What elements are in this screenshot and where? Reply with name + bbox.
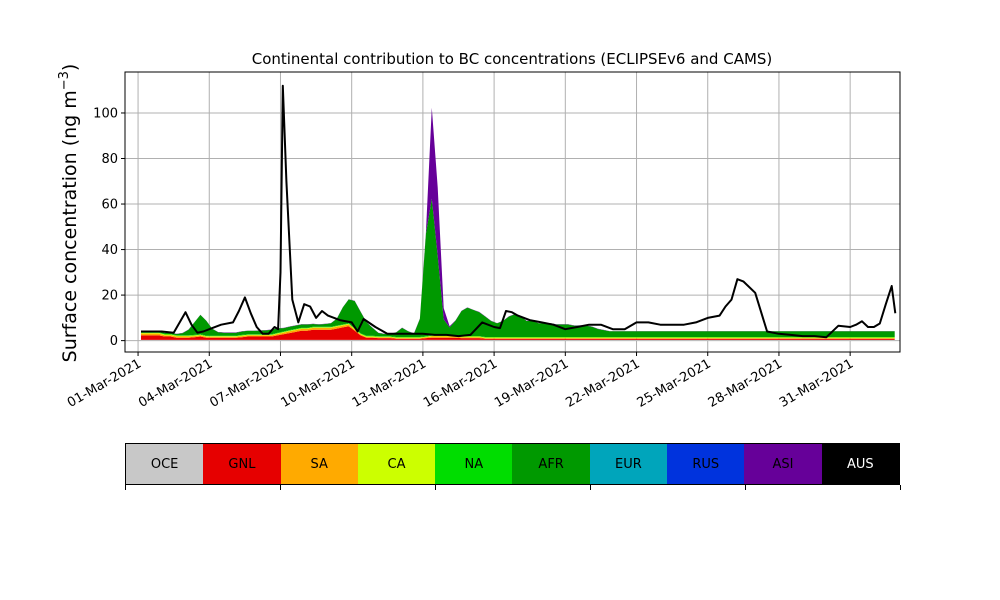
y-axis-label-close: ) — [59, 64, 81, 71]
grid-lines — [125, 72, 900, 352]
y-tick-label: 0 — [110, 334, 118, 349]
colorbar-tick — [280, 485, 281, 490]
area-gnl — [141, 326, 895, 340]
y-tick-label: 60 — [101, 198, 118, 213]
legend-eur: EUR — [589, 444, 668, 484]
colorbar-tick — [590, 485, 591, 490]
colorbar-tick — [745, 485, 746, 490]
total-line — [141, 84, 897, 339]
x-tick-label: 10-Mar-2021 — [279, 356, 358, 410]
y-tick-label: 40 — [101, 243, 118, 258]
x-tick-label: 28-Mar-2021 — [706, 356, 785, 410]
area-oce — [141, 339, 895, 341]
x-tick-label: 19-Mar-2021 — [492, 356, 571, 410]
x-tick-label: 13-Mar-2021 — [350, 356, 429, 410]
legend-afr: AFR — [512, 444, 590, 484]
colorbar-tick — [125, 485, 126, 490]
chart: Continental contribution to BC concentra… — [57, 50, 901, 411]
total-line-group — [141, 84, 897, 339]
y-tick-label: 100 — [93, 106, 118, 121]
legend-sa: SA — [280, 444, 358, 484]
x-tick-label: 16-Mar-2021 — [421, 356, 500, 410]
colorbar-tick — [435, 485, 436, 490]
legend-aus: AUS — [821, 444, 899, 484]
legend-ca: CA — [357, 444, 436, 484]
x-tick-label: 04-Mar-2021 — [136, 356, 215, 410]
x-tick-label: 22-Mar-2021 — [563, 356, 642, 410]
area-asi — [141, 107, 895, 334]
area-ca — [141, 323, 895, 339]
y-axis-label-text: Surface concentration (ng m — [59, 90, 81, 362]
x-tick-label: 25-Mar-2021 — [635, 356, 714, 410]
legend-gnl: GNL — [203, 444, 281, 484]
legend-oce: OCE — [126, 444, 204, 484]
chart-title: Continental contribution to BC concentra… — [252, 50, 773, 68]
colorbar-tick — [900, 485, 901, 490]
legend-na: NA — [435, 444, 513, 484]
stacked-areas — [141, 107, 895, 341]
x-axis-ticks: 01-Mar-202104-Mar-202107-Mar-202110-Mar-… — [65, 352, 856, 411]
plot-frame — [124, 71, 901, 353]
x-tick-label: 07-Mar-2021 — [207, 356, 286, 410]
legend-asi: ASI — [744, 444, 822, 484]
y-tick-label: 80 — [101, 152, 118, 167]
x-tick-label: 01-Mar-2021 — [65, 356, 144, 410]
x-tick-label: 31-Mar-2021 — [777, 356, 856, 410]
y-axis-label-exponent: −3 — [57, 71, 72, 90]
area-sa — [141, 324, 895, 339]
y-axis-ticks: 0 20 40 60 80 100 — [93, 106, 125, 349]
y-axis-label: Surface concentration (ng m−3) — [57, 64, 81, 363]
area-na — [141, 323, 895, 338]
colorbar-ticks — [125, 485, 901, 491]
colorbar-legend: OCE GNL SA CA NA AFR EUR RUS ASI AUS — [125, 443, 900, 485]
legend-rus: RUS — [667, 444, 745, 484]
y-tick-label: 20 — [101, 289, 118, 304]
